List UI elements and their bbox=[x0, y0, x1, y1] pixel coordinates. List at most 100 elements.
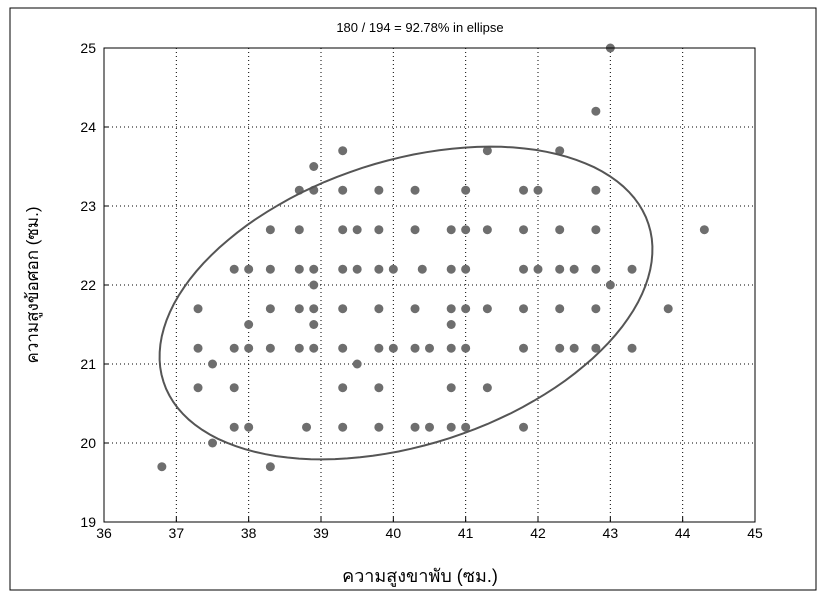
y-tick-label: 21 bbox=[80, 356, 96, 372]
data-point bbox=[294, 304, 304, 314]
x-tick-label: 45 bbox=[747, 525, 763, 541]
data-point bbox=[294, 264, 304, 274]
data-point bbox=[627, 343, 637, 353]
figure-frame bbox=[9, 7, 817, 591]
data-point bbox=[461, 304, 471, 314]
data-point bbox=[591, 264, 601, 274]
data-point bbox=[208, 359, 217, 369]
data-point bbox=[591, 106, 601, 116]
data-point bbox=[555, 264, 565, 274]
data-point bbox=[374, 422, 384, 432]
data-point bbox=[309, 304, 319, 314]
data-point bbox=[410, 185, 420, 195]
data-point bbox=[482, 383, 492, 393]
data-point bbox=[605, 280, 615, 290]
data-point bbox=[461, 422, 471, 432]
x-tick-label: 43 bbox=[603, 525, 619, 541]
x-tick-label: 40 bbox=[386, 525, 402, 541]
data-point bbox=[338, 225, 348, 235]
confidence-ellipse bbox=[158, 145, 654, 461]
x-tick-label: 37 bbox=[169, 525, 185, 541]
data-point bbox=[555, 146, 565, 156]
data-point bbox=[265, 462, 275, 472]
data-point bbox=[374, 304, 384, 314]
data-point bbox=[446, 320, 456, 329]
data-point bbox=[352, 359, 362, 369]
data-point bbox=[410, 225, 420, 235]
x-tick-label: 39 bbox=[313, 525, 329, 541]
data-point bbox=[461, 343, 471, 353]
data-point bbox=[446, 304, 456, 314]
data-point bbox=[425, 422, 434, 432]
data-point bbox=[157, 462, 167, 472]
data-point bbox=[338, 383, 348, 393]
data-point bbox=[229, 383, 239, 393]
chart-title: 180 / 194 = 92.78% in ellipse bbox=[336, 20, 503, 35]
data-point bbox=[388, 264, 398, 274]
data-point bbox=[482, 225, 492, 235]
data-point bbox=[591, 225, 601, 235]
data-point bbox=[229, 343, 239, 353]
data-point bbox=[309, 343, 319, 353]
data-point bbox=[461, 225, 471, 235]
data-point bbox=[193, 304, 203, 314]
data-point bbox=[555, 343, 565, 353]
data-point bbox=[446, 383, 456, 393]
data-point bbox=[591, 343, 601, 353]
data-point bbox=[699, 225, 709, 235]
data-point bbox=[519, 225, 529, 235]
data-point bbox=[244, 343, 254, 353]
x-axis-label: ความสูงขาพับ (ซม.) bbox=[342, 566, 498, 587]
data-point bbox=[627, 264, 637, 274]
data-point bbox=[309, 264, 319, 274]
data-point bbox=[591, 304, 601, 314]
data-point bbox=[533, 185, 543, 195]
data-point bbox=[229, 422, 239, 432]
data-point bbox=[374, 264, 384, 274]
y-tick-label: 22 bbox=[80, 277, 96, 293]
data-point bbox=[482, 146, 492, 156]
data-point bbox=[244, 264, 254, 274]
y-tick-label: 23 bbox=[80, 198, 96, 214]
data-point bbox=[374, 343, 384, 353]
x-tick-label: 38 bbox=[241, 525, 257, 541]
data-point bbox=[482, 304, 492, 314]
data-point bbox=[338, 422, 348, 432]
data-point bbox=[338, 146, 348, 156]
data-point bbox=[388, 343, 398, 353]
x-tick-label: 41 bbox=[458, 525, 474, 541]
data-point bbox=[519, 185, 529, 195]
data-point bbox=[265, 304, 275, 314]
x-tick-label: 36 bbox=[96, 525, 112, 541]
data-point bbox=[229, 264, 239, 274]
data-point bbox=[244, 320, 254, 329]
data-point bbox=[446, 264, 456, 274]
data-point bbox=[446, 343, 456, 353]
data-point bbox=[519, 422, 529, 432]
data-point bbox=[374, 225, 384, 235]
data-point bbox=[374, 383, 384, 393]
data-point bbox=[338, 304, 348, 314]
data-point bbox=[294, 343, 304, 353]
data-point bbox=[302, 422, 312, 432]
data-point bbox=[663, 304, 673, 314]
data-point bbox=[555, 304, 565, 314]
data-point bbox=[265, 343, 275, 353]
data-point bbox=[425, 343, 434, 353]
y-axis-label: ความสูงข้อศอก (ซม.) bbox=[23, 207, 43, 364]
data-point bbox=[569, 343, 579, 353]
data-point bbox=[446, 422, 456, 432]
data-point bbox=[265, 225, 275, 235]
data-point bbox=[244, 422, 254, 432]
data-point bbox=[265, 264, 275, 274]
data-point bbox=[309, 280, 319, 290]
data-point bbox=[555, 225, 565, 235]
data-point bbox=[338, 185, 348, 195]
data-point bbox=[519, 264, 529, 274]
data-point bbox=[591, 185, 601, 195]
x-tick-label: 42 bbox=[530, 525, 546, 541]
x-tick-label: 44 bbox=[675, 525, 691, 541]
data-point bbox=[410, 304, 420, 314]
data-point bbox=[410, 422, 420, 432]
data-point bbox=[410, 343, 420, 353]
